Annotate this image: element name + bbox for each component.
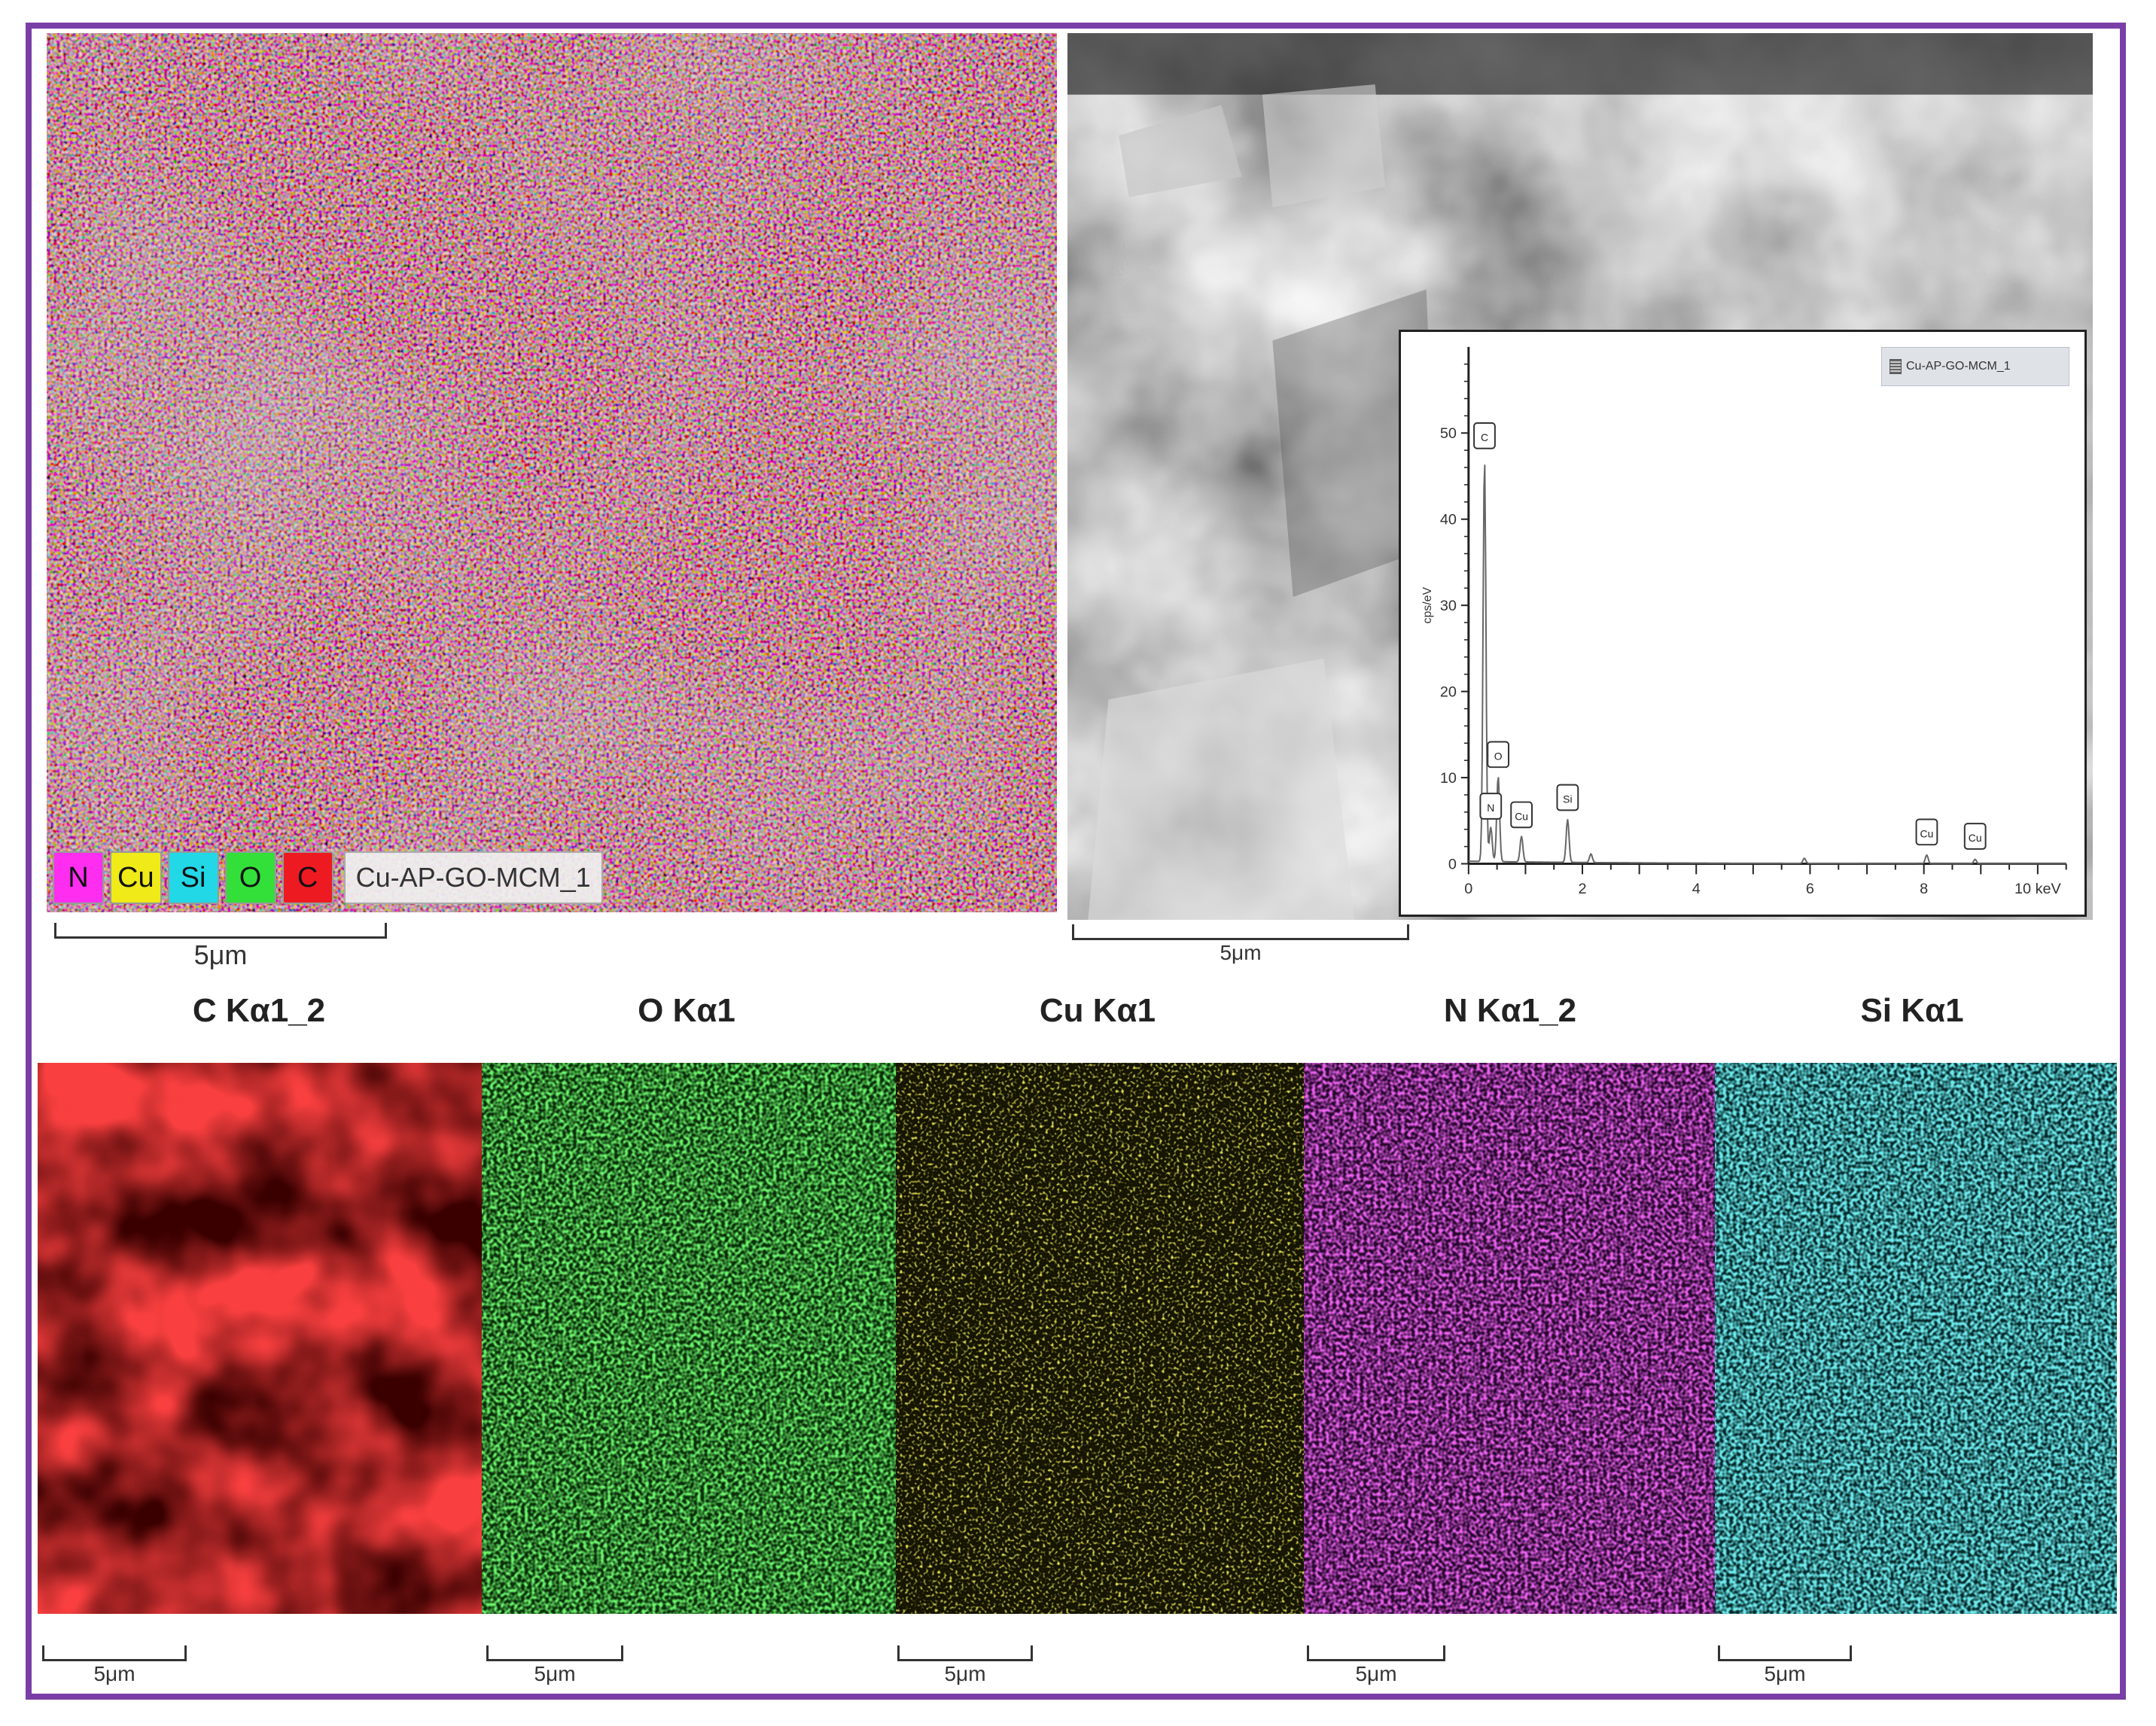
scale-label: 5μm xyxy=(534,1662,576,1685)
peak-label-box xyxy=(1479,793,1503,820)
x-tick-label: 4 xyxy=(1692,881,1701,897)
composite-element-map xyxy=(47,33,1057,912)
y-tick-label: 40 xyxy=(1440,512,1457,528)
composite-map-legend: N Cu Si O C Cu-AP-GO-MCM_1 xyxy=(53,849,603,906)
x-tick-label: 0 xyxy=(1464,881,1472,897)
spectrum-plot: 0 2 4 6 8 10 keV 0 10 20 30 40 50 cps/eV C N O Cu Si Cu Cu xyxy=(1421,346,2067,897)
map-label-c: C Kα1_2 xyxy=(192,992,326,1029)
legend-chip-n: N xyxy=(53,851,104,904)
map-label-n: N Kα1_2 xyxy=(1443,992,1577,1029)
peak-label: O xyxy=(1494,750,1503,762)
y-tick-label: 20 xyxy=(1440,684,1457,701)
legend-chip-o: O xyxy=(224,851,276,904)
element-map-o xyxy=(482,1063,896,1614)
legend-chip-c: C xyxy=(282,851,333,904)
eds-spectrum-chart: 0 2 4 6 8 10 keV 0 10 20 30 40 50 cps/eV C N O Cu Si Cu Cu … xyxy=(1399,330,2087,917)
peak-label: Cu xyxy=(1920,827,1934,839)
peak-label-box xyxy=(1473,422,1496,449)
peak-label: C xyxy=(1481,431,1488,443)
element-map-c xyxy=(38,1063,482,1614)
y-tick-label: 30 xyxy=(1440,598,1457,614)
peak-label-box xyxy=(1963,823,1987,850)
y-tick-label: 10 xyxy=(1440,770,1457,787)
x-tick-label: 2 xyxy=(1579,881,1587,897)
scale-label: 5μm xyxy=(1355,1662,1397,1685)
legend-swatch xyxy=(1890,359,1902,374)
x-tick-label: 6 xyxy=(1806,881,1814,897)
x-tick-label: 8 xyxy=(1920,881,1928,897)
legend-chip-cu: Cu xyxy=(110,851,162,904)
scale-label: 5μm xyxy=(193,939,248,970)
peak-label: Si xyxy=(1563,793,1572,805)
x-tick-label: 10 keV xyxy=(2014,881,2062,897)
y-axis-label: cps/eV xyxy=(1421,587,1434,624)
scale-label: 5μm xyxy=(944,1662,986,1685)
y-tick-label: 50 xyxy=(1440,425,1457,442)
peak-label-box xyxy=(1487,741,1510,769)
figure-border xyxy=(26,23,2126,1700)
peak-label-box xyxy=(1556,784,1579,811)
peak-label: Cu xyxy=(1515,810,1528,822)
y-tick-label: 0 xyxy=(1448,856,1457,872)
map-label-cu: Cu Kα1 xyxy=(1039,992,1156,1029)
scale-label: 5μm xyxy=(93,1662,136,1685)
element-map-n xyxy=(1304,1063,1715,1614)
element-map-si xyxy=(1715,1063,2117,1614)
peak-label-box xyxy=(1915,818,1938,846)
peak-label: Cu xyxy=(1969,832,1982,844)
scale-label: 5μm xyxy=(1764,1662,1806,1685)
spectrum-legend: Cu-AP-GO-MCM_1 xyxy=(1881,347,2069,386)
peak-label-box xyxy=(1510,801,1533,829)
map-label-si: Si Kα1 xyxy=(1860,992,1964,1029)
legend-chip-si: Si xyxy=(167,851,219,904)
map-label-o: O Kα1 xyxy=(638,992,735,1029)
scale-label: 5μm xyxy=(1220,941,1262,964)
peak-label: N xyxy=(1487,802,1494,814)
spectrum-line xyxy=(1468,464,2066,865)
spectrum-legend-label: Cu-AP-GO-MCM_1 xyxy=(1906,360,2011,373)
element-map-cu xyxy=(896,1063,1304,1614)
composite-map-title: Cu-AP-GO-MCM_1 xyxy=(343,851,603,904)
